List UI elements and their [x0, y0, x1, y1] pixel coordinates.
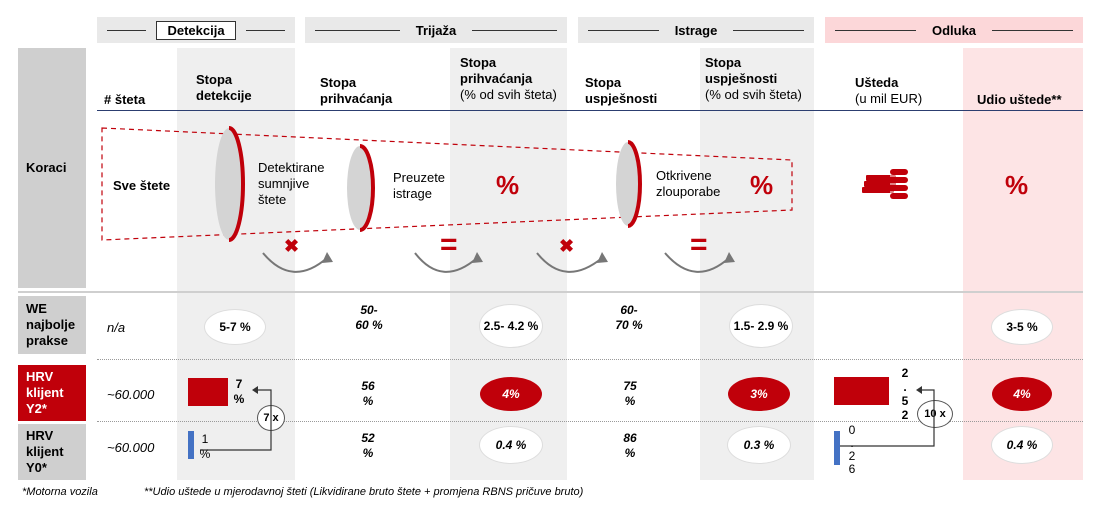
equals-icon: =	[440, 228, 458, 261]
y2-udio: 4%	[992, 377, 1052, 411]
header-stopa-prihvacanja: Stopa prihvaćanja	[320, 75, 393, 106]
funnel-disc	[215, 128, 243, 240]
header-title: Stopa uspješnosti	[705, 55, 778, 86]
funnel-label-preuzete: Preuzete istrage	[393, 170, 446, 201]
y0-uspjesnost-svih: 0.3 %	[728, 427, 790, 463]
phase-label: Detekcija	[156, 20, 236, 40]
we-udio: 3-5 %	[992, 310, 1052, 344]
we-prihvacanje-svih: 2.5- 4.2 %	[480, 305, 542, 347]
section-divider	[18, 291, 1083, 293]
funnel-percent: %	[750, 170, 774, 200]
detekcija-multiplier-arrow	[200, 386, 272, 451]
usteda-multiplier-arrow	[840, 386, 935, 447]
y2-usteda-bar	[834, 377, 889, 405]
header-stopa-prihvacanja-svih: Stopa prihvaćanja (% od svih šteta)	[460, 55, 570, 103]
phase-label: Odluka	[931, 22, 977, 38]
funnel-disc	[616, 142, 640, 226]
arrow-head-icon	[322, 252, 333, 263]
curved-arrow-icon	[536, 252, 603, 273]
y2-usteda-multiplier: 10 x	[918, 401, 952, 427]
header-steta: # šteta	[104, 92, 146, 107]
footnote-motorna: *Motorna vozila	[22, 486, 98, 498]
curved-arrows	[262, 252, 730, 273]
header-subtitle: (% od svih šteta)	[705, 87, 802, 102]
y2-usteda: 2 . 5 2	[901, 366, 909, 422]
curved-arrow-icon	[414, 252, 478, 273]
header-stopa-detekcije: Stopa detekcije	[196, 72, 252, 103]
we-steta: n/a	[107, 320, 126, 335]
y2-detekcija: 7 %	[233, 377, 245, 406]
y0-usteda-bar	[834, 431, 840, 465]
funnel-label-sve-stete: Sve štete	[113, 178, 171, 193]
curved-arrow-icon	[262, 252, 328, 273]
funnel-label-detektirane: Detektirane sumnjive štete	[258, 160, 325, 207]
y2-prihvacanje-svih: 4%	[480, 377, 542, 411]
we-prihvacanje: 50- 60 %	[355, 303, 383, 332]
y0-prihvacanje-svih: 0.4 %	[480, 427, 542, 463]
y2-prihvacanje: 56 %	[361, 379, 375, 408]
arrow-head-icon	[916, 386, 922, 394]
y0-uspjesnost: 86 %	[623, 431, 637, 460]
udio-percent: %	[1005, 170, 1029, 200]
row-label-hrv-y0: HRV klijent Y0*	[18, 424, 86, 480]
y2-steta: ~60.000	[107, 387, 155, 402]
funnel-outline	[101, 127, 793, 241]
row-label-hrv-y2: HRV klijent Y2*	[18, 365, 86, 421]
we-uspjesnost: 60- 70 %	[615, 303, 643, 332]
we-detekcija: 5-7 %	[205, 310, 265, 344]
funnel-disc	[347, 146, 373, 230]
arrow-head-icon	[252, 386, 258, 394]
y2-detekcija-bar	[188, 378, 228, 406]
row-divider	[97, 359, 1083, 360]
phase-detekcija: Detekcija	[97, 17, 295, 43]
y0-usteda: 0 . 2 6	[848, 423, 856, 476]
footnote-udio: **Udio uštede u mjerodavnoj šteti (Likvi…	[144, 486, 584, 498]
y0-detekcija: 1 %	[199, 432, 211, 461]
header-stopa-uspjesnosti: Stopa uspješnosti	[585, 75, 658, 106]
header-subtitle: (u mil EUR)	[855, 91, 923, 106]
header-subtitle: (% od svih šteta)	[460, 87, 557, 102]
header-title: Stopa prihvaćanja	[460, 55, 533, 86]
row-label-we: WE najbolje prakse	[18, 296, 86, 354]
arrow-head-icon	[472, 252, 483, 263]
multiply-icon: ✖	[284, 236, 300, 256]
header-rule	[97, 110, 1083, 111]
funnel-percent: %	[496, 170, 520, 200]
funnel-disc-rim	[627, 140, 642, 228]
phase-odluka: Odluka	[825, 17, 1083, 43]
header-title: Ušteda	[855, 75, 899, 90]
row-divider	[97, 421, 1083, 422]
y0-prihvacanje: 52 %	[361, 431, 375, 460]
arrow-head-icon	[597, 252, 608, 263]
y2-uspjesnost-svih: 3%	[728, 377, 790, 411]
equals-icon: =	[690, 228, 708, 261]
phase-trijaza: Trijaža	[305, 17, 567, 43]
y0-udio: 0.4 %	[992, 427, 1052, 463]
funnel-disc-rim	[359, 144, 375, 232]
row-label-koraci: Koraci	[18, 48, 86, 288]
y0-steta: ~60.000	[107, 440, 155, 455]
header-usteda: Ušteda (u mil EUR)	[855, 75, 945, 107]
arrow-head-icon	[724, 252, 735, 263]
curved-arrow-icon	[664, 252, 730, 273]
arrow-heads	[322, 252, 735, 263]
funnel-diagram	[101, 126, 793, 273]
multiply-icon: ✖	[559, 236, 575, 256]
money-stack-icon	[862, 169, 908, 199]
funnel-label-otkrivene: Otkrivene zlouporabe	[656, 168, 721, 199]
funnel-disc-rim	[228, 126, 245, 242]
phase-label: Istrage	[674, 22, 718, 38]
column-udio-bg	[963, 48, 1083, 480]
phase-istrage: Istrage	[578, 17, 814, 43]
header-udio-ustede: Udio uštede**	[977, 92, 1062, 107]
we-uspjesnost-svih: 1.5- 2.9 %	[730, 305, 792, 347]
y0-detekcija-bar	[188, 431, 194, 459]
header-stopa-uspjesnosti-svih: Stopa uspješnosti (% od svih šteta)	[705, 55, 815, 103]
phase-label: Trijaža	[415, 22, 457, 38]
y2-uspjesnost: 75 %	[623, 379, 637, 408]
